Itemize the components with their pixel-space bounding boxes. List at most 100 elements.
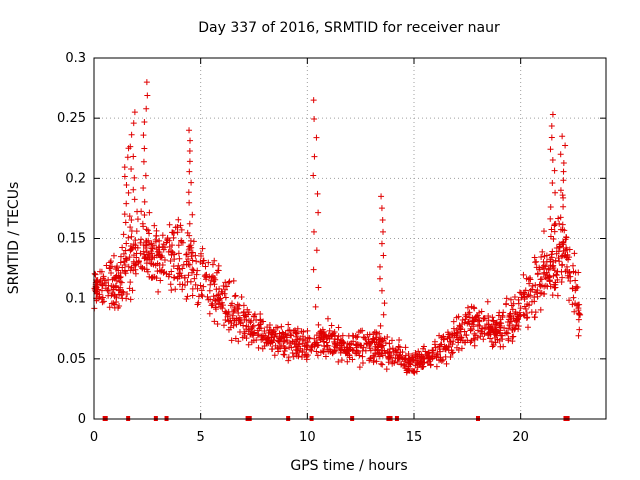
plot-frame [93, 57, 607, 420]
data-point [188, 253, 195, 260]
data-point [200, 283, 207, 290]
data-point [193, 258, 200, 265]
data-point [485, 332, 492, 339]
data-point [189, 292, 196, 299]
data-point [236, 317, 243, 324]
data-point [120, 231, 127, 238]
data-point [205, 259, 212, 266]
data-point [245, 341, 252, 348]
data-point [503, 329, 510, 336]
data-point [281, 345, 288, 352]
data-point [185, 272, 192, 279]
data-point [520, 311, 527, 318]
data-point [395, 355, 402, 362]
data-point [223, 309, 230, 316]
data-point [241, 330, 248, 337]
data-point [548, 254, 555, 261]
data-point [381, 347, 388, 354]
data-point [107, 259, 114, 266]
data-point [375, 343, 382, 350]
data-point [450, 325, 457, 332]
data-point [183, 251, 190, 258]
data-point [523, 275, 530, 282]
data-point [183, 296, 190, 303]
data-point [146, 256, 153, 263]
data-point [459, 337, 466, 344]
data-point [556, 258, 563, 265]
data-point [186, 148, 193, 155]
data-point [293, 333, 300, 340]
data-point [371, 329, 378, 336]
data-point [215, 267, 222, 274]
data-point [349, 332, 356, 339]
data-point [548, 123, 555, 130]
data-point [171, 251, 178, 258]
data-point [483, 321, 490, 328]
data-point [130, 120, 137, 127]
data-point [186, 261, 193, 268]
data-point [295, 341, 302, 348]
data-point [534, 293, 541, 300]
data-point [185, 256, 192, 263]
data-point [230, 277, 237, 284]
x-tick-label: 10 [299, 430, 316, 445]
data-point [191, 275, 198, 282]
data-point [168, 287, 175, 294]
data-point [311, 115, 318, 122]
data-point [552, 189, 559, 196]
data-point [310, 97, 317, 104]
data-point [509, 326, 516, 333]
data-point [360, 334, 367, 341]
data-point [380, 228, 387, 235]
y-tick-label: 0.3 [65, 51, 86, 66]
data-point [487, 324, 494, 331]
data-point [438, 341, 445, 348]
data-point [176, 270, 183, 277]
data-point [128, 228, 135, 235]
data-points [91, 79, 584, 421]
data-point [186, 220, 193, 227]
data-point [528, 286, 535, 293]
data-point [258, 325, 265, 332]
data-point [141, 212, 148, 219]
data-point [155, 288, 162, 295]
data-point [536, 264, 543, 271]
data-point [420, 355, 427, 362]
data-point [438, 358, 445, 365]
data-point [500, 309, 507, 316]
data-point [549, 180, 556, 187]
data-point [479, 330, 486, 337]
data-point [192, 281, 199, 288]
data-point [529, 282, 536, 289]
data-point [187, 278, 194, 285]
data-point [154, 268, 161, 275]
data-point [139, 264, 146, 271]
data-point [246, 326, 253, 333]
data-point [441, 343, 448, 350]
data-point [379, 352, 386, 359]
data-point [577, 311, 584, 318]
data-point [258, 333, 265, 340]
data-point [386, 349, 393, 356]
data-point [402, 344, 409, 351]
data-point [187, 242, 194, 249]
data-point [157, 277, 164, 284]
data-point [563, 263, 570, 270]
data-point [127, 143, 134, 150]
data-point [499, 336, 506, 343]
data-point [381, 335, 388, 342]
data-point [445, 347, 452, 354]
data-point [335, 358, 342, 365]
data-point [197, 258, 204, 265]
data-point [198, 291, 205, 298]
data-point [570, 268, 577, 275]
data-point [547, 215, 554, 222]
y-tick-label: 0.05 [57, 352, 86, 367]
data-point [436, 332, 443, 339]
data-point [496, 320, 503, 327]
data-point [126, 254, 133, 261]
data-point [190, 238, 197, 245]
data-point [447, 353, 454, 360]
data-point [222, 294, 229, 301]
data-point [255, 322, 262, 329]
